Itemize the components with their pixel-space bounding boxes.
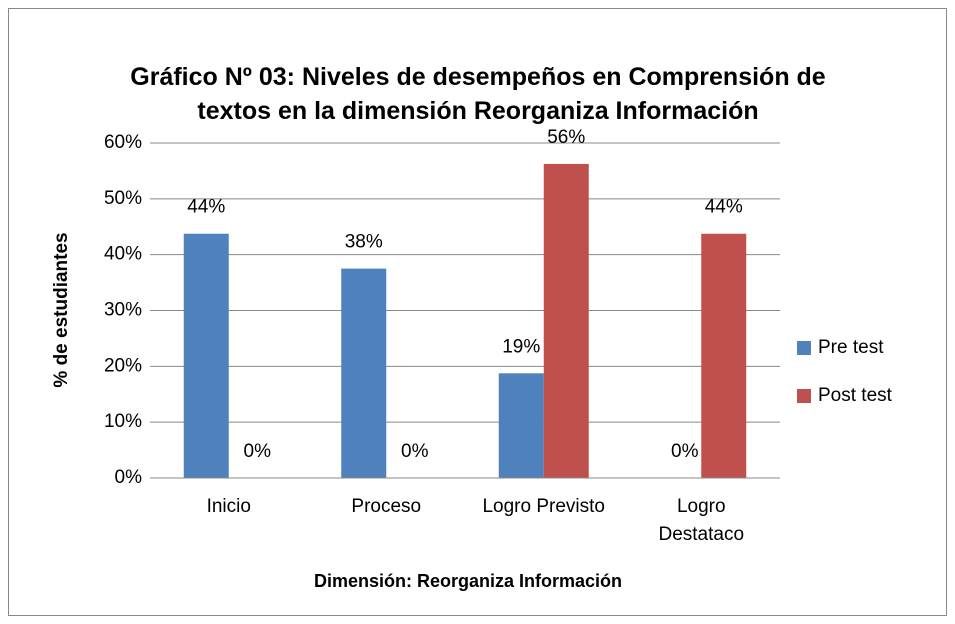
legend-swatch	[797, 341, 811, 355]
data-label: 0%	[401, 441, 429, 462]
y-tick-label: 10%	[104, 411, 142, 432]
x-axis-title: Dimensión: Reorganiza Información	[314, 571, 622, 591]
y-tick-label: 0%	[115, 467, 143, 488]
y-tick-label: 50%	[104, 188, 142, 209]
x-tick-label: Proceso	[351, 496, 422, 517]
data-label: 38%	[345, 232, 383, 253]
bar	[183, 233, 229, 478]
chart-border	[8, 8, 947, 616]
legend-label: Pre test	[818, 337, 884, 358]
data-label: 0%	[671, 441, 699, 462]
data-label: 0%	[244, 441, 272, 462]
bar	[701, 233, 747, 478]
x-tick-label: Logro Previsto	[482, 496, 605, 517]
data-label: 44%	[187, 197, 225, 218]
x-tick-label: Logro Destataco	[658, 496, 745, 545]
y-tick-label: 60%	[104, 132, 142, 153]
data-label: 44%	[705, 197, 743, 218]
y-tick-label: 20%	[104, 355, 142, 376]
bar	[543, 163, 589, 478]
legend-swatch	[797, 389, 811, 403]
y-tick-label: 30%	[104, 300, 142, 321]
bar	[498, 373, 544, 478]
y-axis-title: % de estudiantes	[51, 232, 72, 387]
chart-title: Gráfico Nº 03: Niveles de desempeños en …	[130, 63, 826, 125]
legend-label: Post test	[818, 385, 893, 406]
bar	[341, 268, 387, 478]
data-label: 56%	[547, 127, 585, 148]
data-label: 19%	[502, 336, 540, 357]
x-tick-label: Inicio	[206, 496, 251, 517]
y-tick-label: 40%	[104, 244, 142, 265]
